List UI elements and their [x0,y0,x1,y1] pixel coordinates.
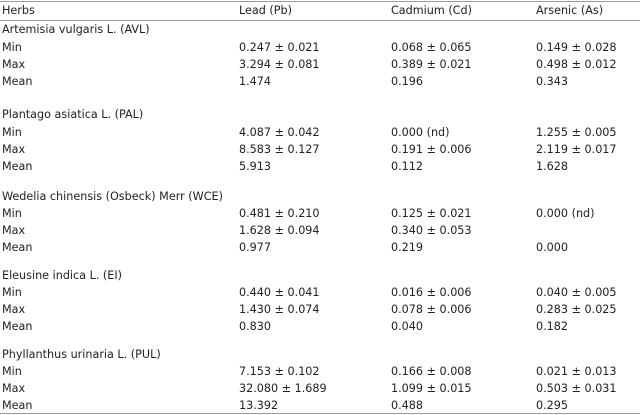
lead-value: 1.430 ± 0.074 [239,303,320,316]
header-row: Herbs Lead (Pb) Cadmium (Cd) Arsenic (As… [0,2,640,19]
top-rule [0,1,640,2]
cadmium-value: 0.196 [391,75,424,88]
arsenic-value: 0.021 ± 0.013 [536,365,617,378]
row-label: Mean [2,160,33,173]
lead-value: 32.080 ± 1.689 [239,382,327,395]
table-row: Min 0.440 ± 0.041 0.016 ± 0.006 0.040 ± … [0,284,640,301]
arsenic-value: 0.343 [536,75,569,88]
table-row: Max 1.628 ± 0.094 0.340 ± 0.053 [0,222,640,239]
row-label: Max [2,303,26,316]
arsenic-value: 0.182 [536,320,569,333]
cadmium-value: 0.068 ± 0.065 [391,41,472,54]
cadmium-value: 0.219 [391,241,424,254]
lead-value: 1.474 [239,75,272,88]
row-label: Min [2,286,22,299]
arsenic-value: 1.628 [536,160,569,173]
table-row: Mean 0.830 0.040 0.182 [0,318,640,335]
table-row: Min 0.481 ± 0.210 0.125 ± 0.021 0.000 (n… [0,205,640,222]
cadmium-value: 0.016 ± 0.006 [391,286,472,299]
table-row: Max 1.430 ± 0.074 0.078 ± 0.006 0.283 ± … [0,301,640,318]
group-title: Eleusine indica L. (EI) [2,269,123,282]
table-row: Mean 1.474 0.196 0.343 [0,73,640,90]
cadmium-value: 0.125 ± 0.021 [391,207,472,220]
lead-value: 7.153 ± 0.102 [239,365,320,378]
row-label: Min [2,126,22,139]
cadmium-value: 0.040 [391,320,424,333]
arsenic-value: 0.503 ± 0.031 [536,382,617,395]
arsenic-value: 0.283 ± 0.025 [536,303,617,316]
cadmium-value: 0.340 ± 0.053 [391,224,472,237]
lead-value: 8.583 ± 0.127 [239,143,320,156]
arsenic-value: 0.498 ± 0.012 [536,58,617,71]
row-label: Max [2,58,26,71]
group-title: Artemisia vulgaris L. (AVL) [2,23,150,36]
group-title: Plantago asiatica L. (PAL) [2,108,144,121]
lead-value: 3.294 ± 0.081 [239,58,320,71]
lead-value: 13.392 [239,399,279,412]
table-row: Mean 0.977 0.219 0.000 [0,239,640,256]
row-label: Max [2,224,26,237]
arsenic-value: 1.255 ± 0.005 [536,126,617,139]
header-lead: Lead (Pb) [239,4,293,17]
lead-value: 0.830 [239,320,272,333]
arsenic-value: 0.295 [536,399,569,412]
group-title: Phyllanthus urinaria L. (PUL) [2,348,161,361]
cadmium-value: 0.078 ± 0.006 [391,303,472,316]
bottom-rule [0,413,640,414]
lead-value: 4.087 ± 0.042 [239,126,320,139]
row-label: Mean [2,241,33,254]
cadmium-value: 0.191 ± 0.006 [391,143,472,156]
group-title: Wedelia chinensis (Osbeck) Merr (WCE) [2,190,223,203]
table-row: Mean 13.392 0.488 0.295 [0,397,640,414]
cadmium-value: 0.112 [391,160,424,173]
header-cadmium: Cadmium (Cd) [391,4,472,17]
arsenic-value: 2.119 ± 0.017 [536,143,617,156]
row-label: Min [2,41,22,54]
lead-value: 1.628 ± 0.094 [239,224,320,237]
row-label: Mean [2,320,33,333]
arsenic-value: 0.149 ± 0.028 [536,41,617,54]
arsenic-value: 0.000 (nd) [536,207,595,220]
header-rule [0,20,640,21]
table-row: Max 32.080 ± 1.689 1.099 ± 0.015 0.503 ±… [0,380,640,397]
row-label: Max [2,382,26,395]
lead-value: 5.913 [239,160,272,173]
row-label: Min [2,365,22,378]
arsenic-value: 0.000 [536,241,569,254]
table-row: Min 0.247 ± 0.021 0.068 ± 0.065 0.149 ± … [0,39,640,56]
cadmium-value: 1.099 ± 0.015 [391,382,472,395]
table-row: Min 4.087 ± 0.042 0.000 (nd) 1.255 ± 0.0… [0,124,640,141]
table-row: Max 3.294 ± 0.081 0.389 ± 0.021 0.498 ± … [0,56,640,73]
table-row: Mean 5.913 0.112 1.628 [0,158,640,175]
lead-value: 0.247 ± 0.021 [239,41,320,54]
lead-value: 0.977 [239,241,272,254]
lead-value: 0.481 ± 0.210 [239,207,320,220]
cadmium-value: 0.488 [391,399,424,412]
cadmium-value: 0.389 ± 0.021 [391,58,472,71]
cadmium-value: 0.000 (nd) [391,126,450,139]
row-label: Mean [2,75,33,88]
row-label: Max [2,143,26,156]
cadmium-value: 0.166 ± 0.008 [391,365,472,378]
row-label: Mean [2,399,33,412]
header-herbs: Herbs [2,4,35,17]
table-row: Max 8.583 ± 0.127 0.191 ± 0.006 2.119 ± … [0,141,640,158]
lead-value: 0.440 ± 0.041 [239,286,320,299]
header-arsenic: Arsenic (As) [536,4,604,17]
row-label: Min [2,207,22,220]
arsenic-value: 0.040 ± 0.005 [536,286,617,299]
table-row: Min 7.153 ± 0.102 0.166 ± 0.008 0.021 ± … [0,363,640,380]
